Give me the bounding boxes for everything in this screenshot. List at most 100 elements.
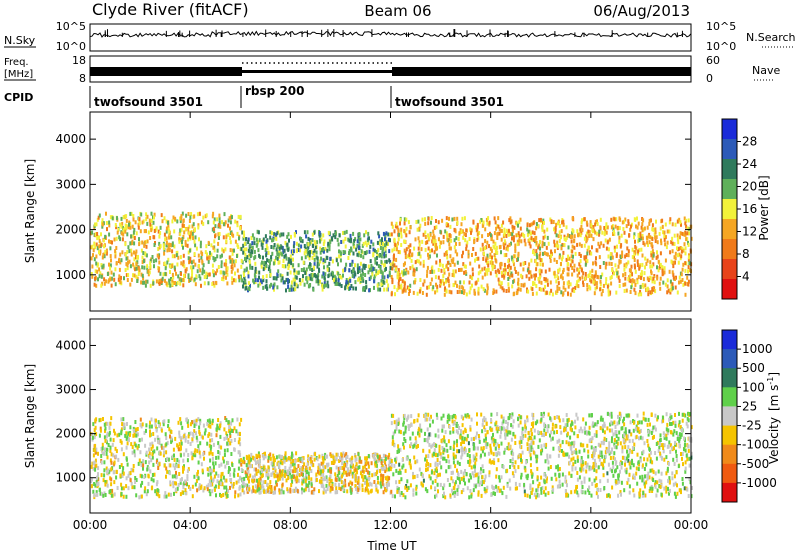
range-cell [266, 274, 268, 278]
range-cell [190, 265, 192, 269]
range-cell [200, 486, 202, 490]
range-cell [478, 434, 480, 438]
range-cell [237, 223, 239, 227]
range-cell [216, 426, 218, 430]
range-cell [432, 481, 434, 485]
range-cell [134, 274, 136, 278]
range-cell [185, 439, 187, 443]
range-cell [666, 290, 668, 294]
range-cell [97, 466, 99, 470]
range-cell [210, 243, 212, 247]
range-cell [608, 293, 610, 297]
range-cell [265, 248, 267, 252]
range-cell [375, 483, 377, 487]
range-cell [684, 282, 686, 286]
range-cell [471, 465, 473, 469]
range-cell [323, 487, 325, 491]
range-cell [398, 237, 400, 241]
range-cell [570, 293, 572, 297]
range-cell [533, 221, 535, 225]
range-cell [355, 287, 357, 291]
range-cell [464, 264, 466, 268]
range-cell [618, 236, 620, 240]
range-cell [558, 287, 560, 291]
range-cell [212, 246, 214, 250]
range-cell [202, 216, 204, 220]
range-cell [445, 251, 447, 255]
range-cell [511, 256, 513, 260]
range-cell [481, 267, 483, 271]
range-cell [134, 476, 136, 480]
range-cell [379, 469, 381, 473]
range-cell [329, 247, 331, 251]
range-cell [565, 475, 567, 479]
range-cell [104, 439, 106, 443]
range-cell [517, 257, 519, 261]
range-cell [303, 267, 305, 271]
range-cell [110, 416, 112, 420]
range-cell [125, 268, 127, 272]
range-cell [651, 264, 653, 268]
range-cell [585, 263, 587, 267]
range-cell [302, 480, 304, 484]
range-cell [676, 246, 678, 250]
range-cell [135, 434, 137, 438]
range-cell [675, 286, 677, 290]
range-cell [267, 246, 269, 250]
range-cell [95, 262, 97, 266]
range-cell [511, 237, 513, 241]
range-cell [406, 479, 408, 483]
nave-tick-bottom: 0 [706, 72, 713, 85]
range-cell [512, 280, 514, 284]
range-cell [355, 248, 357, 252]
range-cell [258, 478, 260, 482]
range-cell [536, 222, 538, 226]
range-cell [116, 216, 118, 220]
range-cell [262, 486, 264, 490]
range-cell [157, 462, 159, 466]
range-cell [111, 461, 113, 465]
range-cell [581, 228, 583, 232]
colorbar-tick-label: 4 [742, 270, 750, 284]
range-cell [385, 488, 387, 492]
range-cell [239, 226, 241, 230]
range-cell [286, 257, 288, 261]
range-cell [531, 287, 533, 291]
range-cell [179, 442, 181, 446]
range-cell [495, 270, 497, 274]
range-cell [103, 244, 105, 248]
range-cell [617, 226, 619, 230]
range-cell [464, 216, 466, 220]
range-cell [462, 236, 464, 240]
range-cell [256, 479, 258, 483]
range-cell [387, 455, 389, 459]
range-cell [672, 286, 674, 290]
range-cell [479, 270, 481, 274]
range-cell [267, 486, 269, 490]
range-cell [647, 226, 649, 230]
range-cell [685, 293, 687, 297]
range-cell [485, 259, 487, 263]
range-cell [115, 282, 117, 286]
range-cell [455, 269, 457, 273]
range-cell [333, 460, 335, 464]
range-cell [172, 273, 174, 277]
range-cell [117, 231, 119, 235]
range-cell [374, 457, 376, 461]
range-cell [396, 222, 398, 226]
colorbar-swatch [722, 159, 737, 180]
range-cell [488, 244, 490, 248]
range-cell [253, 489, 255, 493]
range-cell [637, 250, 639, 254]
range-cell [277, 269, 279, 273]
range-cell [536, 255, 538, 259]
range-cell [489, 470, 491, 474]
range-cell [476, 228, 478, 232]
range-cell [178, 431, 180, 435]
range-cell [187, 469, 189, 473]
range-cell [391, 278, 393, 282]
range-cell [610, 282, 612, 286]
range-cell [600, 280, 602, 284]
range-cell [538, 218, 540, 222]
range-cell [500, 245, 502, 249]
